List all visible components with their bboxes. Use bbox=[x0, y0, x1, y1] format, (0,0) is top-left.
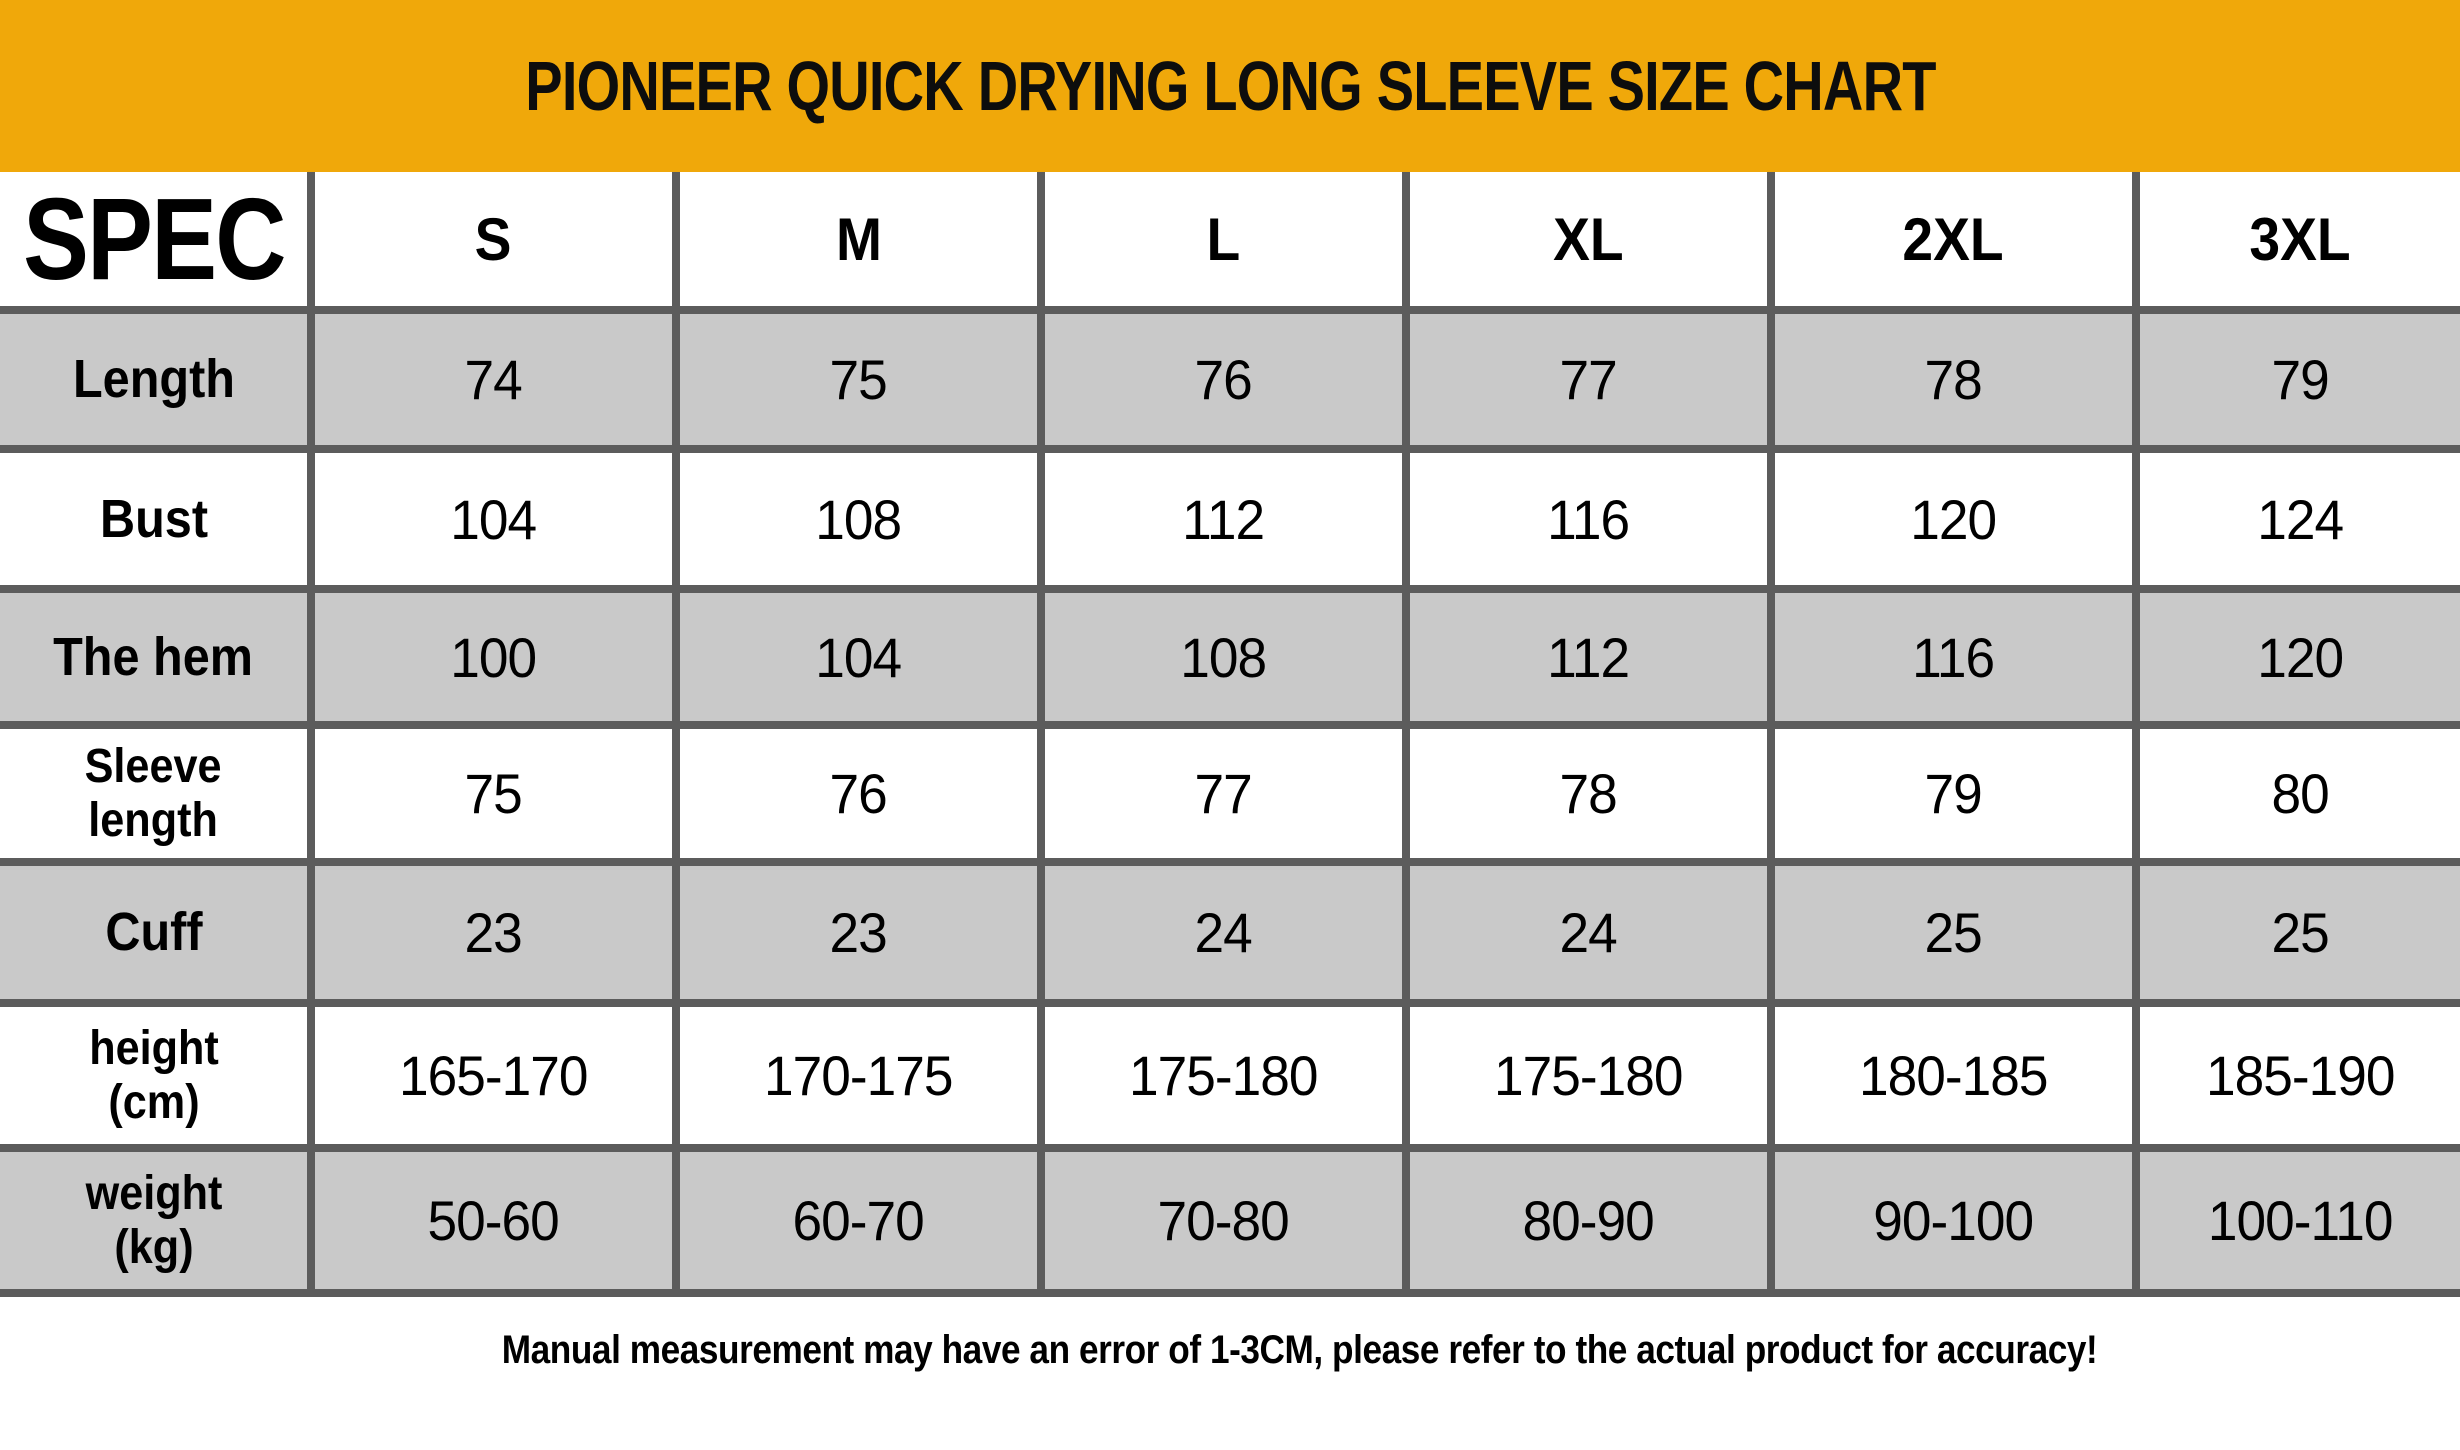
size-value-cell: 116 bbox=[1767, 585, 2140, 729]
size-column-header-s: S bbox=[307, 168, 680, 314]
size-value-cell: 23 bbox=[672, 858, 1045, 1007]
size-value-cell: 100 bbox=[307, 585, 680, 729]
table-row-bust: Bust 104 108 112 116 120 124 bbox=[0, 445, 2460, 593]
size-value-cell: 25 bbox=[1767, 858, 2140, 1007]
size-value-cell: 185-190 bbox=[2132, 999, 2460, 1152]
size-value-cell: 75 bbox=[672, 306, 1045, 453]
size-column-header-xl: XL bbox=[1402, 168, 1775, 314]
size-column-header-m: M bbox=[672, 168, 1045, 314]
size-table: SPEC S M L XL 2XL 3XL Length 74 75 76 77… bbox=[0, 168, 2460, 1297]
size-value-cell: 50-60 bbox=[307, 1144, 680, 1297]
size-column-header-2xl: 2XL bbox=[1767, 168, 2140, 314]
row-label: Sleeve length bbox=[0, 721, 315, 866]
size-value-cell: 175-180 bbox=[1037, 999, 1410, 1152]
size-value-cell: 76 bbox=[672, 721, 1045, 866]
size-value-cell: 108 bbox=[1037, 585, 1410, 729]
size-column-header-l: L bbox=[1037, 168, 1410, 314]
size-value-cell: 180-185 bbox=[1767, 999, 2140, 1152]
size-value-cell: 77 bbox=[1037, 721, 1410, 866]
size-value-cell: 25 bbox=[2132, 858, 2460, 1007]
size-value-cell: 120 bbox=[1767, 445, 2140, 593]
size-value-cell: 75 bbox=[307, 721, 680, 866]
size-value-cell: 79 bbox=[1767, 721, 2140, 866]
row-label: height (cm) bbox=[0, 999, 315, 1152]
table-row-hem: The hem 100 104 108 112 116 120 bbox=[0, 585, 2460, 729]
row-label: weight (kg) bbox=[0, 1144, 315, 1297]
spec-label: SPEC bbox=[23, 174, 286, 304]
size-value-cell: 175-180 bbox=[1402, 999, 1775, 1152]
table-row-sleeve-length: Sleeve length 75 76 77 78 79 80 bbox=[0, 721, 2460, 866]
size-value-cell: 112 bbox=[1037, 445, 1410, 593]
size-value-cell: 104 bbox=[672, 585, 1045, 729]
measurement-note-text: Manual measurement may have an error of … bbox=[502, 1328, 2098, 1372]
size-value-cell: 60-70 bbox=[672, 1144, 1045, 1297]
table-row-length: Length 74 75 76 77 78 79 bbox=[0, 306, 2460, 453]
size-value-cell: 124 bbox=[2132, 445, 2460, 593]
table-row-weight: weight (kg) 50-60 60-70 70-80 80-90 90-1… bbox=[0, 1144, 2460, 1297]
header-row: SPEC S M L XL 2XL 3XL bbox=[0, 168, 2460, 314]
size-value-cell: 112 bbox=[1402, 585, 1775, 729]
chart-title: PIONEER QUICK DRYING LONG SLEEVE SIZE CH… bbox=[524, 47, 1936, 125]
size-value-cell: 24 bbox=[1402, 858, 1775, 1007]
size-value-cell: 80 bbox=[2132, 721, 2460, 866]
size-value-cell: 90-100 bbox=[1767, 1144, 2140, 1297]
size-value-cell: 23 bbox=[307, 858, 680, 1007]
size-value-cell: 24 bbox=[1037, 858, 1410, 1007]
table-row-cuff: Cuff 23 23 24 24 25 25 bbox=[0, 858, 2460, 1007]
size-value-cell: 78 bbox=[1402, 721, 1775, 866]
size-value-cell: 108 bbox=[672, 445, 1045, 593]
size-value-cell: 100-110 bbox=[2132, 1144, 2460, 1297]
row-label: The hem bbox=[0, 585, 315, 729]
size-value-cell: 74 bbox=[307, 306, 680, 453]
table-row-height: height (cm) 165-170 170-175 175-180 175-… bbox=[0, 999, 2460, 1152]
size-chart-banner: PIONEER QUICK DRYING LONG SLEEVE SIZE CH… bbox=[0, 0, 2460, 172]
size-value-cell: 77 bbox=[1402, 306, 1775, 453]
size-value-cell: 116 bbox=[1402, 445, 1775, 593]
measurement-note: Manual measurement may have an error of … bbox=[140, 1328, 2460, 1373]
size-value-cell: 165-170 bbox=[307, 999, 680, 1152]
row-label: Cuff bbox=[0, 858, 315, 1007]
row-label: Bust bbox=[0, 445, 315, 593]
size-value-cell: 120 bbox=[2132, 585, 2460, 729]
size-value-cell: 70-80 bbox=[1037, 1144, 1410, 1297]
size-value-cell: 79 bbox=[2132, 306, 2460, 453]
size-value-cell: 170-175 bbox=[672, 999, 1045, 1152]
size-value-cell: 80-90 bbox=[1402, 1144, 1775, 1297]
size-value-cell: 104 bbox=[307, 445, 680, 593]
size-value-cell: 76 bbox=[1037, 306, 1410, 453]
spec-header-cell: SPEC bbox=[0, 168, 315, 314]
row-label: Length bbox=[0, 306, 315, 453]
size-value-cell: 78 bbox=[1767, 306, 2140, 453]
size-column-header-3xl: 3XL bbox=[2132, 168, 2460, 314]
